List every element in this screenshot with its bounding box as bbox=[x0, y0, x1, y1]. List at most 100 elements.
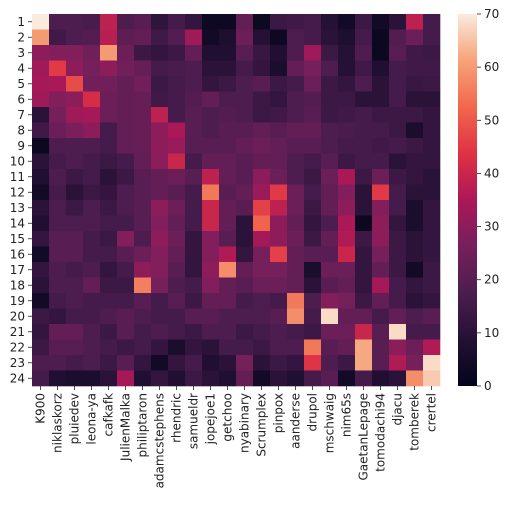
heatmap-cell bbox=[287, 355, 305, 371]
heatmap-cell bbox=[202, 200, 220, 216]
heatmap-cell bbox=[117, 153, 135, 170]
heatmap-cell bbox=[151, 246, 169, 263]
heatmap-cell bbox=[66, 169, 84, 185]
heatmap-cell bbox=[100, 169, 118, 185]
y-tick-label: 10 bbox=[10, 154, 25, 168]
heatmap-cell bbox=[355, 324, 373, 340]
heatmap-cell bbox=[202, 45, 220, 61]
heatmap-cell bbox=[355, 184, 373, 201]
heatmap-cell bbox=[287, 262, 305, 278]
heatmap-cell bbox=[185, 107, 203, 123]
colorbar-tick-label: 70 bbox=[484, 7, 499, 21]
x-axis: K900 niklaskorz pluiedev leona-ya cafkafk Jul… bbox=[34, 386, 439, 488]
heatmap-cell bbox=[83, 293, 101, 309]
heatmap-cell bbox=[32, 153, 50, 170]
heatmap-cell bbox=[236, 60, 254, 77]
heatmap-cell bbox=[185, 262, 203, 278]
heatmap-cell bbox=[202, 107, 220, 123]
x-tick-label: jopejoe1 bbox=[204, 393, 218, 445]
heatmap-cell bbox=[83, 370, 101, 387]
heatmap-cell bbox=[287, 14, 305, 30]
heatmap-cell bbox=[151, 60, 169, 77]
heatmap-cell bbox=[219, 355, 237, 371]
heatmap-cell bbox=[100, 246, 118, 263]
heatmap-cell bbox=[202, 60, 220, 77]
heatmap-cell bbox=[66, 277, 84, 294]
heatmap-cell bbox=[151, 277, 169, 294]
heatmap-cell bbox=[66, 60, 84, 77]
heatmap-cell bbox=[338, 215, 356, 232]
heatmap-cell bbox=[236, 324, 254, 340]
heatmap-cell bbox=[168, 277, 186, 294]
heatmap-cell bbox=[270, 370, 288, 387]
y-tick-label: 11 bbox=[10, 170, 25, 184]
heatmap-cell bbox=[423, 14, 441, 30]
heatmap-cell bbox=[355, 138, 373, 154]
heatmap-cell bbox=[270, 138, 288, 154]
heatmap-cell bbox=[304, 184, 322, 201]
heatmap-cell bbox=[151, 45, 169, 61]
heatmap-cell bbox=[287, 215, 305, 232]
heatmap-cell bbox=[32, 45, 50, 61]
heatmap-cell bbox=[100, 200, 118, 216]
heatmap-cell bbox=[117, 231, 135, 247]
heatmap-cell bbox=[372, 262, 390, 278]
heatmap-cell bbox=[32, 184, 50, 201]
heatmap-cell bbox=[32, 277, 50, 294]
heatmap-cell bbox=[219, 184, 237, 201]
heatmap-cell bbox=[117, 355, 135, 371]
heatmap-cell bbox=[151, 107, 169, 123]
heatmap-cell bbox=[406, 169, 424, 185]
heatmap-cell bbox=[423, 262, 441, 278]
heatmap-cell bbox=[32, 138, 50, 154]
heatmap-cell bbox=[219, 215, 237, 232]
x-tick-label: niklaskorz bbox=[51, 393, 65, 453]
heatmap-cell bbox=[355, 91, 373, 108]
heatmap-cell bbox=[372, 29, 390, 46]
heatmap-cell bbox=[355, 45, 373, 61]
heatmap-cell bbox=[253, 355, 271, 371]
heatmap-cell bbox=[321, 153, 339, 170]
heatmap-cell bbox=[338, 107, 356, 123]
heatmap-cell bbox=[338, 184, 356, 201]
heatmap-cell bbox=[389, 277, 407, 294]
heatmap-cell bbox=[355, 277, 373, 294]
heatmap-cell bbox=[151, 370, 169, 387]
heatmap-cell bbox=[202, 293, 220, 309]
heatmap-cell bbox=[49, 153, 67, 170]
heatmap-cell bbox=[202, 339, 220, 356]
heatmap-cell bbox=[406, 339, 424, 356]
heatmap-cell bbox=[389, 339, 407, 356]
heatmap-cell bbox=[219, 45, 237, 61]
heatmap-cell bbox=[270, 153, 288, 170]
heatmap-cell bbox=[270, 324, 288, 340]
heatmap-cell bbox=[372, 169, 390, 185]
heatmap-cell bbox=[49, 138, 67, 154]
heatmap-cell bbox=[236, 45, 254, 61]
heatmap-cell bbox=[219, 262, 237, 278]
heatmap-cell bbox=[66, 262, 84, 278]
x-tick-label: nim65s bbox=[340, 393, 354, 437]
heatmap-cell bbox=[287, 184, 305, 201]
heatmap-cell bbox=[66, 91, 84, 108]
heatmap-cell bbox=[83, 138, 101, 154]
y-tick-label: 24 bbox=[10, 371, 25, 385]
heatmap-cell bbox=[185, 308, 203, 325]
heatmap-cell bbox=[338, 339, 356, 356]
heatmap-cell bbox=[49, 370, 67, 387]
heatmap-cell bbox=[389, 45, 407, 61]
heatmap-cell bbox=[236, 14, 254, 30]
heatmap-cell bbox=[151, 355, 169, 371]
heatmap-cell bbox=[372, 215, 390, 232]
heatmap-cell bbox=[338, 277, 356, 294]
heatmap-cell bbox=[151, 184, 169, 201]
heatmap-cell bbox=[49, 293, 67, 309]
heatmap-cell bbox=[66, 200, 84, 216]
colorbar-tick-label: 50 bbox=[484, 113, 499, 127]
heatmap-cell bbox=[185, 76, 203, 92]
x-tick-label: Scrumplex bbox=[255, 393, 269, 457]
heatmap-cell bbox=[338, 45, 356, 61]
heatmap-cell bbox=[117, 138, 135, 154]
heatmap-cell bbox=[423, 339, 441, 356]
